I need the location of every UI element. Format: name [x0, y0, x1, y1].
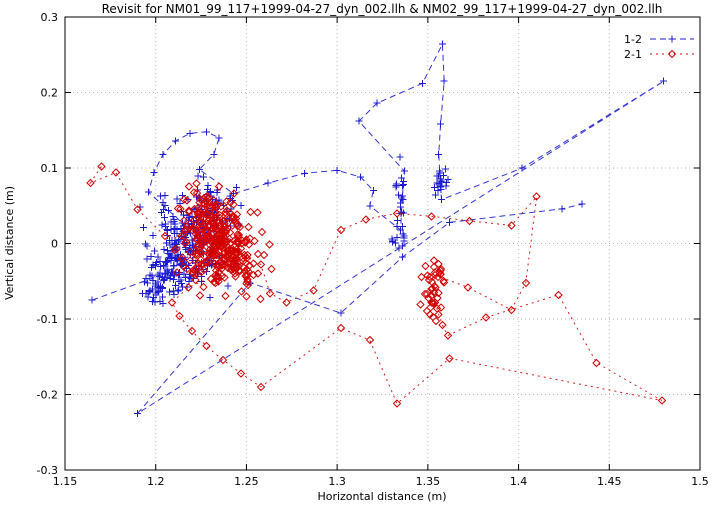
y-tick-label: -0.1 [37, 313, 58, 326]
cluster-markers [431, 165, 452, 199]
legend-label-series-2-1: 2-1 [624, 48, 642, 61]
x-tick-label: 1.3 [328, 475, 346, 488]
cluster-markers [429, 259, 449, 287]
legend-line-samples [650, 35, 694, 59]
y-tick-label: -0.2 [37, 389, 58, 402]
series-2-1 [86, 162, 667, 408]
axis-ticks [64, 16, 701, 471]
legend: 1-2 2-1 [624, 33, 694, 61]
cluster-markers [388, 230, 408, 252]
cluster-markers [173, 182, 238, 235]
x-tick-label: 1.45 [597, 475, 622, 488]
x-tick-label: 1.2 [147, 475, 165, 488]
x-axis-label: Horizontal distance (m) [317, 490, 446, 503]
cluster-markers [199, 230, 276, 301]
y-tick-label: 0.1 [41, 162, 59, 175]
y-tick-label: 0 [51, 238, 58, 251]
x-tick-label: 1.25 [234, 475, 259, 488]
series-1-2 [88, 40, 667, 417]
legend-label-series-1-2: 1-2 [624, 33, 642, 46]
y-tick-label: -0.3 [37, 464, 58, 477]
axis-tick-labels: 1.15 1.2 1.25 1.3 1.35 1.4 1.45 1.5 0.3 0.2 0.1 0 -0… [37, 11, 709, 488]
y-tick-label: 0.3 [41, 11, 59, 24]
legend-sample-marker [667, 49, 677, 59]
x-tick-label: 1.35 [416, 475, 441, 488]
x-tick-label: 1.4 [510, 475, 528, 488]
data-series-layer [86, 40, 667, 417]
y-axis-label: Vertical distance (m) [3, 186, 16, 300]
legend-sample-marker [668, 35, 676, 43]
y-tick-label: 0.2 [41, 87, 59, 100]
chart-title: Revisit for NM01_99_117+1999-04-27_dyn_0… [102, 2, 663, 16]
x-tick-label: 1.5 [691, 475, 709, 488]
cluster-markers [139, 271, 173, 306]
x-tick-label: 1.15 [53, 475, 78, 488]
grid-lines [65, 17, 700, 470]
plot-border [64, 16, 701, 471]
